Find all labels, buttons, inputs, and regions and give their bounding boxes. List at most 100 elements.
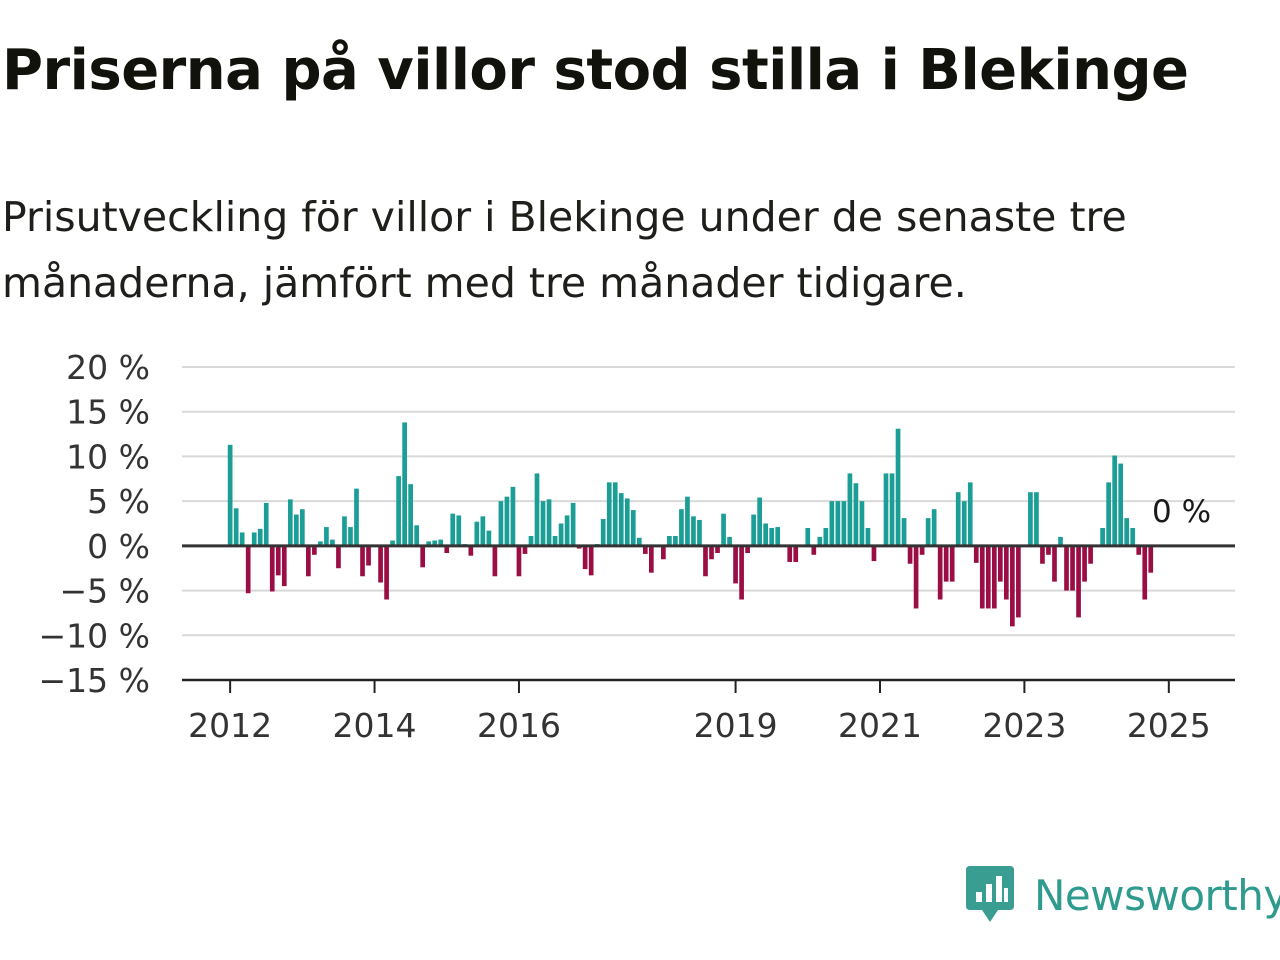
bar <box>606 482 612 546</box>
y-tick-label: 20 % <box>66 348 150 387</box>
bar <box>1148 545 1154 573</box>
bar <box>685 496 690 546</box>
y-tick-label: −10 % <box>39 616 151 655</box>
bar <box>1040 545 1045 564</box>
bar <box>342 516 347 546</box>
bar <box>1088 545 1093 564</box>
bar <box>522 545 528 554</box>
bar <box>841 501 847 546</box>
bar <box>985 545 991 609</box>
bar <box>1106 482 1111 546</box>
bar <box>287 499 293 546</box>
bar <box>486 530 492 546</box>
y-tick-label: 10 % <box>66 437 150 476</box>
bar <box>534 473 540 546</box>
bar <box>919 545 925 555</box>
bar <box>474 521 480 546</box>
bar <box>510 486 516 546</box>
bar <box>853 483 859 546</box>
bar <box>420 545 426 568</box>
bar <box>1028 492 1033 546</box>
bar <box>293 514 299 546</box>
bar <box>552 536 558 546</box>
bar <box>865 527 871 546</box>
x-tick-label: 2012 <box>188 706 272 745</box>
y-tick-label: −5 % <box>60 572 151 611</box>
bar <box>546 499 552 546</box>
bar <box>582 545 588 570</box>
bar <box>432 540 438 546</box>
bar <box>691 516 696 546</box>
x-tick-label: 2021 <box>838 706 922 745</box>
bar <box>961 501 967 546</box>
bar <box>1010 545 1015 627</box>
bar <box>504 496 510 546</box>
bar <box>402 422 407 546</box>
y-tick-label: 5 % <box>87 482 150 521</box>
newsworthy-brand: Newsworthy <box>964 864 1280 926</box>
bar <box>1052 545 1057 582</box>
bar <box>1124 518 1130 546</box>
bar <box>787 545 793 562</box>
bar <box>1082 545 1087 582</box>
bar <box>1004 545 1009 600</box>
x-tick-label: 2014 <box>333 706 417 745</box>
bar <box>624 498 630 546</box>
bar <box>642 545 648 554</box>
bar <box>612 482 618 546</box>
x-axis-ticks: 2012 2014 2016 2019 2021 2023 2025 <box>188 680 1211 745</box>
bar <box>444 545 450 554</box>
x-tick-label: 2019 <box>694 706 778 745</box>
bar <box>636 537 642 546</box>
bar <box>943 545 949 582</box>
bar <box>703 545 708 577</box>
bar <box>1058 536 1063 546</box>
bar <box>859 501 865 546</box>
bar <box>763 523 769 546</box>
bar <box>564 515 570 546</box>
bar <box>306 545 311 577</box>
bar <box>396 476 401 546</box>
bar <box>384 545 389 600</box>
bar <box>1076 545 1081 618</box>
bar <box>1070 545 1075 591</box>
y-tick-label: −15 % <box>39 661 151 700</box>
bar <box>426 541 432 546</box>
bar <box>967 482 973 546</box>
bar <box>973 545 979 563</box>
bar <box>227 444 233 546</box>
bar <box>679 509 684 546</box>
bar <box>300 509 305 546</box>
bar <box>330 539 335 546</box>
bar <box>721 513 726 546</box>
bar <box>829 501 835 546</box>
bar <box>913 545 919 609</box>
bar <box>269 545 275 592</box>
bar <box>348 527 353 546</box>
bar <box>673 536 678 546</box>
bar <box>727 536 732 546</box>
bar <box>1034 492 1039 546</box>
bar <box>805 527 811 546</box>
end-value-label: 0 % <box>1152 494 1211 530</box>
bar <box>498 501 504 546</box>
bar <box>1100 527 1105 546</box>
bar <box>895 428 901 546</box>
bar <box>1112 455 1117 546</box>
bar <box>414 525 420 546</box>
bar <box>925 518 931 546</box>
bar <box>1142 545 1148 600</box>
bar <box>438 539 444 546</box>
bar <box>378 545 383 583</box>
x-tick-label: 2016 <box>477 706 561 745</box>
bar <box>630 510 636 546</box>
bar <box>516 545 522 577</box>
x-tick-label: 2023 <box>982 706 1066 745</box>
bar <box>667 536 672 546</box>
bar <box>324 527 329 546</box>
brand-name: Newsworthy <box>1034 870 1280 920</box>
bar <box>257 528 263 546</box>
bar <box>883 473 889 546</box>
bar <box>1016 545 1021 618</box>
bar <box>354 488 359 546</box>
